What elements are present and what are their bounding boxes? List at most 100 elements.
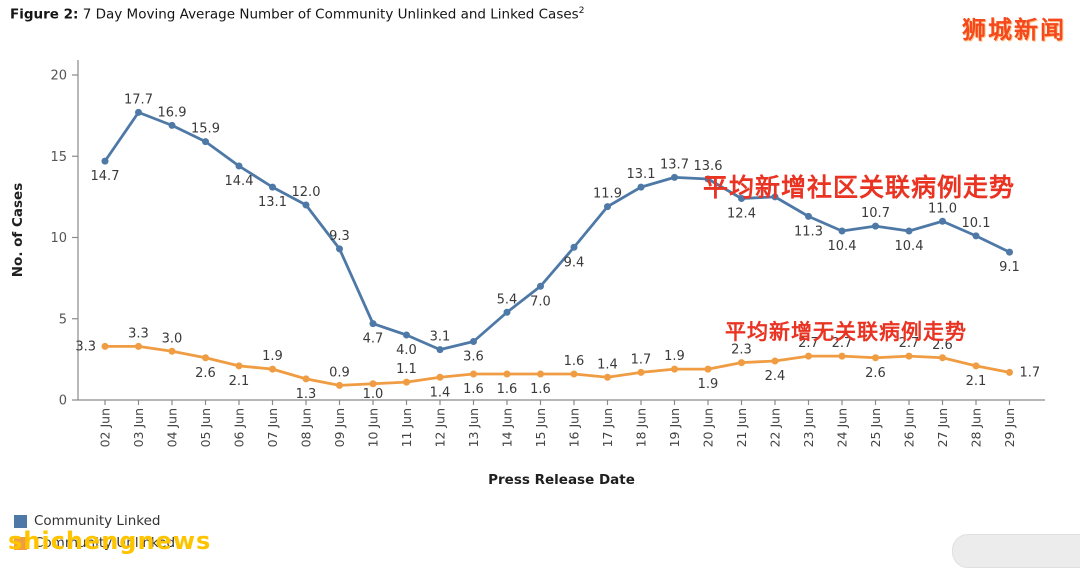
point-marker-community-linked <box>872 222 879 230</box>
point-marker-community-unlinked <box>436 373 444 381</box>
point-marker-community-linked <box>637 183 645 191</box>
value-label-community-linked: 9.1 <box>999 260 1020 275</box>
x-tick-label: 03 Jun <box>131 408 146 447</box>
point-marker-community-linked <box>135 108 142 116</box>
point-marker-community-linked <box>369 320 377 328</box>
point-marker-community-unlinked <box>269 365 276 373</box>
x-tick-label: 05 Jun <box>198 408 213 447</box>
value-label-community-unlinked: 1.1 <box>396 362 417 377</box>
value-label-community-linked: 12.0 <box>292 185 321 200</box>
value-label-community-unlinked: 2.4 <box>765 369 786 384</box>
x-tick-label: 27 Jun <box>935 408 950 447</box>
value-label-community-unlinked: 2.6 <box>195 366 216 381</box>
point-marker-community-linked <box>1006 248 1013 256</box>
point-marker-community-unlinked <box>704 365 712 373</box>
value-label-community-linked: 14.4 <box>225 174 254 189</box>
value-label-community-linked: 10.4 <box>895 239 924 254</box>
x-tick-label: 29 Jun <box>1002 408 1017 447</box>
x-tick-label: 17 Jun <box>600 408 615 447</box>
x-axis-title: Press Release Date <box>488 472 635 488</box>
point-marker-community-linked <box>771 193 779 201</box>
point-marker-community-unlinked <box>805 352 812 360</box>
x-tick-label: 13 Jun <box>466 408 481 447</box>
value-label-community-unlinked: 1.9 <box>262 349 283 364</box>
point-marker-community-linked <box>202 138 209 146</box>
value-label-community-unlinked: 1.6 <box>530 382 551 397</box>
point-marker-community-linked <box>570 243 578 251</box>
value-label-community-linked: 13.1 <box>258 195 287 210</box>
point-marker-community-unlinked <box>537 370 544 378</box>
point-marker-community-linked <box>470 338 477 345</box>
value-label-community-unlinked: 2.6 <box>932 338 953 353</box>
value-label-community-linked: 3.1 <box>430 330 451 345</box>
value-label-community-unlinked: 1.3 <box>296 387 317 402</box>
value-label-community-linked: 15.9 <box>191 122 220 137</box>
bottom-right-pill <box>952 534 1080 568</box>
point-marker-community-linked <box>336 245 343 253</box>
value-label-community-linked: 10.7 <box>861 206 890 221</box>
legend-swatch-community-unlinked <box>14 536 27 550</box>
point-marker-community-unlinked <box>302 375 310 383</box>
point-marker-community-linked <box>805 212 812 220</box>
y-axis-title: No. of Cases <box>10 183 26 278</box>
point-marker-community-unlinked <box>872 354 879 362</box>
value-label-community-unlinked: 2.3 <box>731 343 752 358</box>
point-marker-community-linked <box>939 217 946 225</box>
value-label-community-linked: 10.1 <box>962 216 991 231</box>
value-label-community-unlinked: 1.9 <box>698 377 719 392</box>
point-marker-community-linked <box>436 346 444 354</box>
value-label-community-linked: 7.0 <box>530 294 551 309</box>
point-marker-community-unlinked <box>570 370 578 378</box>
x-tick-label: 02 Jun <box>98 408 113 447</box>
y-tick-label: 0 <box>59 394 67 409</box>
point-marker-community-linked <box>403 331 410 339</box>
value-label-community-unlinked: 1.6 <box>497 382 518 397</box>
point-marker-community-unlinked <box>738 359 745 367</box>
point-marker-community-linked <box>537 282 544 290</box>
value-label-community-unlinked: 1.0 <box>363 387 384 402</box>
value-label-community-unlinked: 2.7 <box>899 336 920 351</box>
point-marker-community-unlinked <box>671 365 678 373</box>
x-tick-label: 20 Jun <box>701 408 716 447</box>
line-community-linked <box>103 110 1011 352</box>
value-label-community-linked: 14.7 <box>91 169 120 184</box>
value-label-community-unlinked: 1.9 <box>664 349 685 364</box>
point-marker-community-linked <box>235 162 243 170</box>
value-label-community-linked: 3.6 <box>463 350 484 365</box>
legend-item-community-linked: Community Linked <box>14 510 175 532</box>
y-tick-label: 20 <box>50 69 67 84</box>
value-label-community-linked: 10.4 <box>828 239 857 254</box>
x-tick-label: 18 Jun <box>634 408 649 447</box>
x-tick-label: 19 Jun <box>667 408 682 447</box>
figure-label: Figure 2: <box>10 6 79 23</box>
watermark-bottom-left: shichengnews <box>8 527 212 555</box>
value-label-community-unlinked: 1.7 <box>631 352 652 367</box>
value-label-community-linked: 5.4 <box>497 292 518 307</box>
point-marker-community-linked <box>671 173 678 181</box>
point-marker-community-unlinked <box>202 354 209 362</box>
point-marker-community-linked <box>503 308 511 316</box>
point-marker-community-unlinked <box>905 352 913 360</box>
point-marker-community-unlinked <box>1006 368 1013 376</box>
value-label-community-unlinked: 3.3 <box>75 339 96 354</box>
value-label-community-linked: 9.4 <box>564 255 585 270</box>
x-tick-label: 24 Jun <box>835 408 850 447</box>
point-marker-community-unlinked <box>637 368 645 376</box>
x-tick-label: 23 Jun <box>801 408 816 447</box>
point-marker-community-unlinked <box>939 354 946 362</box>
value-label-community-linked: 13.6 <box>694 159 723 174</box>
x-tick-label: 26 Jun <box>902 408 917 447</box>
point-marker-community-linked <box>738 195 745 202</box>
value-label-community-unlinked: 0.9 <box>329 365 350 380</box>
value-label-community-unlinked: 2.6 <box>865 366 886 381</box>
x-tick-label: 09 Jun <box>332 408 347 447</box>
point-marker-community-unlinked <box>838 352 846 360</box>
x-tick-label: 07 Jun <box>265 408 280 447</box>
point-marker-community-unlinked <box>168 347 176 355</box>
value-label-community-linked: 11.3 <box>794 224 823 239</box>
value-label-community-unlinked: 3.0 <box>162 331 183 346</box>
figure-title-text: 7 Day Moving Average Number of Community… <box>78 6 579 23</box>
x-tick-label: 16 Jun <box>567 408 582 447</box>
